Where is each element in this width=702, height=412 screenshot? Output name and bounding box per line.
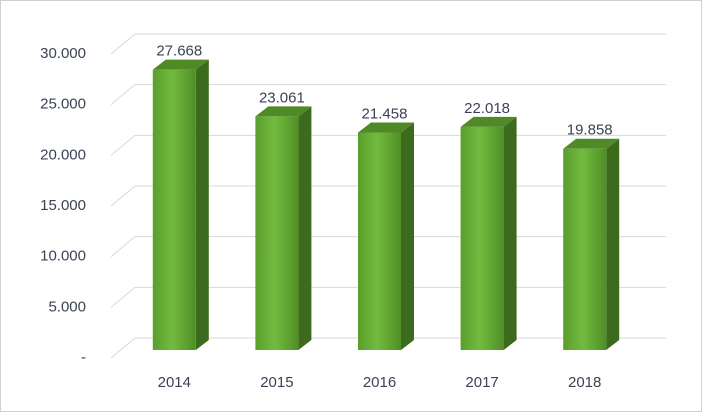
bar-top xyxy=(563,138,620,149)
bar-side xyxy=(401,122,414,351)
value-label: 19.858 xyxy=(567,122,613,139)
bar-top xyxy=(152,59,209,70)
y-tick-label: - xyxy=(81,349,86,366)
x-tick-label: 2015 xyxy=(260,374,293,391)
bar xyxy=(358,122,414,351)
bar xyxy=(152,59,209,351)
bar-front xyxy=(255,116,299,350)
bar-side xyxy=(503,116,517,350)
bar-top xyxy=(358,122,414,133)
value-label: 22.018 xyxy=(464,100,510,117)
bar-side xyxy=(195,59,209,351)
bar xyxy=(255,106,312,350)
bar xyxy=(460,116,517,350)
grid-line xyxy=(110,33,666,55)
bar-top xyxy=(255,106,312,117)
bar-front xyxy=(460,126,504,350)
x-tick-label: 2016 xyxy=(363,374,396,391)
y-tick-label: 5.000 xyxy=(48,298,86,315)
bar-front xyxy=(152,69,196,351)
grid-line xyxy=(110,84,666,106)
y-tick-label: 15.000 xyxy=(40,197,86,214)
value-label: 21.458 xyxy=(362,106,408,123)
x-tick-label: 2018 xyxy=(568,374,601,391)
bar-front xyxy=(563,148,607,350)
y-tick-label: 10.000 xyxy=(40,248,86,265)
bar xyxy=(563,138,620,350)
bar-side xyxy=(606,138,620,350)
bar-front xyxy=(358,132,401,350)
y-tick-label: 25.000 xyxy=(40,96,86,113)
value-label: 27.668 xyxy=(156,43,202,60)
x-tick-label: 2014 xyxy=(158,374,191,391)
y-tick-label: 20.000 xyxy=(40,146,86,163)
y-tick-label: 30.000 xyxy=(40,45,86,62)
bar-top xyxy=(460,116,517,127)
bar-side xyxy=(298,106,312,350)
value-label: 23.061 xyxy=(259,89,305,106)
x-tick-label: 2017 xyxy=(465,374,498,391)
